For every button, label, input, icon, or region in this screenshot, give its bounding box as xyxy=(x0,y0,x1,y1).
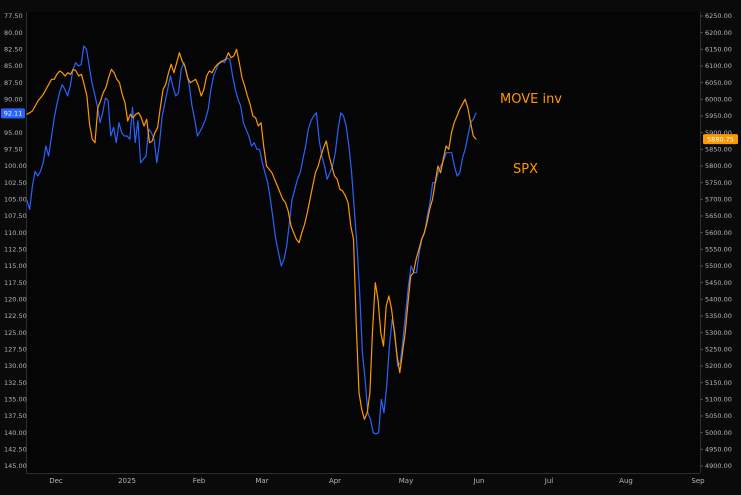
x-tick-label: May xyxy=(399,477,413,485)
x-tick-label: Sep xyxy=(691,477,705,485)
right-tick-label: 5050.00 xyxy=(705,412,732,420)
left-tick-label: 97.50 xyxy=(4,146,23,154)
left-tick-label: 130.00 xyxy=(4,362,27,370)
right-tick-label: 5750.00 xyxy=(705,179,732,187)
left-tick-label: 135.00 xyxy=(4,396,27,404)
annotation-move-inv: MOVE inv xyxy=(500,92,562,107)
x-tick-label: Feb xyxy=(193,477,206,485)
left-current-badge xyxy=(1,108,25,119)
left-tick-label: 132.50 xyxy=(4,379,27,387)
left-tick-label: 137.50 xyxy=(4,412,27,420)
left-axis-ticks: 77.5080.0082.5085.0087.5090.0092.5095.00… xyxy=(4,12,27,470)
right-tick-label: 5950.00 xyxy=(705,112,732,120)
right-tick-label: 5500.00 xyxy=(705,262,732,270)
right-tick-label: 6150.00 xyxy=(705,46,732,54)
left-tick-label: 145.00 xyxy=(4,462,27,470)
left-tick-label: 140.00 xyxy=(4,429,27,437)
right-tick-label: 6000.00 xyxy=(705,96,732,104)
annotation-layer: MOVE inv SPX xyxy=(500,92,562,177)
right-tick-label: 5800.00 xyxy=(705,162,732,170)
x-tick-label: 2025 xyxy=(118,477,136,485)
right-tick-label: 6100.00 xyxy=(705,62,732,70)
right-current-value: 5880.75 xyxy=(707,135,734,143)
x-tick-label: Apr xyxy=(329,477,341,485)
left-tick-label: 115.00 xyxy=(4,262,27,270)
badge-layer: 92.11 5880.75 xyxy=(1,108,738,145)
left-current-value: 92.11 xyxy=(4,110,23,118)
x-tick-label: Jul xyxy=(544,477,554,485)
right-tick-label: 5550.00 xyxy=(705,246,732,254)
right-tick-label: 5850.00 xyxy=(705,146,732,154)
right-tick-label: 5000.00 xyxy=(705,429,732,437)
right-tick-label: 5700.00 xyxy=(705,196,732,204)
annotation-spx: SPX xyxy=(513,162,538,177)
right-tick-label: 5600.00 xyxy=(705,229,732,237)
right-tick-label: 4900.00 xyxy=(705,462,732,470)
right-tick-label: 5200.00 xyxy=(705,362,732,370)
left-tick-label: 125.00 xyxy=(4,329,27,337)
right-tick-label: 5400.00 xyxy=(705,296,732,304)
left-tick-label: 142.50 xyxy=(4,446,27,454)
right-axis-ticks: 6250.00 6200.00 6150.00 6100.00 6050.00 6000.… xyxy=(700,12,732,470)
left-tick-label: 110.00 xyxy=(4,229,27,237)
right-tick-label: 5900.00 xyxy=(705,129,732,137)
right-tick-label: 6050.00 xyxy=(705,79,732,87)
x-tick-label: Dec xyxy=(49,477,63,485)
move-inv-line xyxy=(26,45,477,435)
right-tick-label: 5150.00 xyxy=(705,379,732,387)
x-axis-ticks: Dec 2025 Feb Mar Apr May Jun Jul Aug Sep xyxy=(49,477,705,485)
x-tick-label: Jun xyxy=(473,477,485,485)
right-tick-label: 5300.00 xyxy=(705,329,732,337)
left-tick-label: 80.00 xyxy=(4,29,23,37)
right-current-badge xyxy=(703,134,738,145)
left-tick-label: 122.50 xyxy=(4,312,27,320)
left-tick-label: 82.50 xyxy=(4,46,23,54)
left-tick-label: 87.50 xyxy=(4,79,23,87)
left-tick-label: 105.00 xyxy=(4,196,27,204)
right-tick-label: 5100.00 xyxy=(705,396,732,404)
left-tick-label: 112.50 xyxy=(4,246,27,254)
right-tick-label: 5250.00 xyxy=(705,346,732,354)
x-tick-label: Aug xyxy=(619,477,633,485)
right-tick-label: 6250.00 xyxy=(705,12,732,20)
left-tick-label: 120.00 xyxy=(4,296,27,304)
left-tick-label: 85.00 xyxy=(4,62,23,70)
left-tick-label: 77.50 xyxy=(4,12,23,20)
series-layer xyxy=(26,45,477,435)
left-tick-label: 95.00 xyxy=(4,129,23,137)
right-tick-label: 6200.00 xyxy=(705,29,732,37)
left-tick-label: 127.50 xyxy=(4,346,27,354)
right-tick-label: 5450.00 xyxy=(705,279,732,287)
right-tick-label: 4950.00 xyxy=(705,446,732,454)
right-tick-label: 5350.00 xyxy=(705,312,732,320)
left-tick-label: 102.50 xyxy=(4,179,27,187)
left-tick-label: 100.00 xyxy=(4,162,27,170)
right-tick-label: 5650.00 xyxy=(705,212,732,220)
left-tick-label: 107.50 xyxy=(4,212,27,220)
left-tick-label: 117.50 xyxy=(4,279,27,287)
x-tick-label: Mar xyxy=(255,477,268,485)
left-tick-label: 90.00 xyxy=(4,96,23,104)
plot-area xyxy=(26,12,700,473)
spx-line xyxy=(26,48,477,420)
